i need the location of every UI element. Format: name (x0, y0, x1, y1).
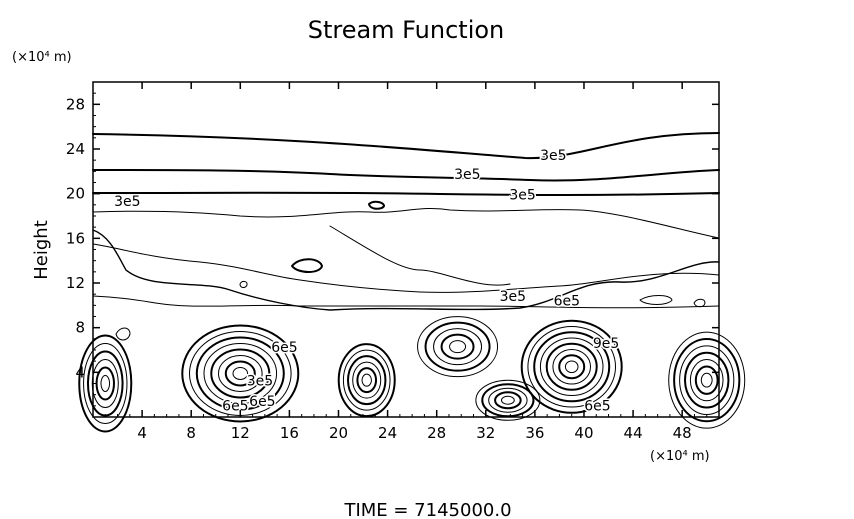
chart-title: Stream Function (308, 16, 505, 44)
x-tick-label: 32 (476, 424, 495, 442)
eddy-contour (337, 343, 396, 418)
eddy-contour (679, 345, 735, 415)
upper-contour (92, 243, 720, 293)
eddy-contour (545, 342, 598, 391)
contour-label: 3e5 (540, 148, 566, 164)
eddy-contour (481, 383, 535, 418)
eddy-contour (684, 351, 730, 409)
eddy-contour (203, 342, 278, 404)
x-tick-label: 28 (427, 424, 446, 442)
eddy-contour (475, 379, 541, 421)
plot-frame (92, 81, 720, 418)
eddy-contours (78, 316, 746, 433)
contour-lines (92, 132, 720, 341)
contour-label: 6e5 (222, 398, 248, 414)
eddy-contour (181, 324, 300, 423)
contour-label: 6e5 (249, 394, 275, 410)
y-axis-label: Height (31, 220, 52, 280)
y-tick-label: 12 (66, 274, 85, 292)
eddy-contour (449, 340, 467, 354)
contour-label: 3e5 (509, 187, 535, 203)
x-tick-label: 24 (378, 424, 397, 442)
eddy-contour (527, 325, 617, 408)
eddy-contour (83, 343, 128, 424)
eddy-contour (352, 361, 382, 399)
small-closed-contour (693, 298, 706, 308)
eddy-contour (210, 348, 271, 399)
small-closed-contour (639, 295, 673, 305)
eddy-contour (424, 321, 491, 372)
contour-label: 3e5 (454, 167, 480, 183)
eddy-contour (342, 349, 391, 411)
y-tick-label: 28 (66, 95, 85, 113)
y-unit-label: (×10⁴ m) (12, 50, 72, 65)
eddy-contour (195, 336, 285, 411)
eddy-contour (361, 373, 372, 387)
x-unit-label: (×10⁴ m) (650, 449, 710, 464)
eddy-contour (564, 360, 579, 374)
upper-contour (92, 229, 720, 311)
contour-label: 3e5 (500, 289, 526, 305)
eddy-contour (78, 334, 133, 433)
small-closed-contour (115, 327, 131, 341)
eddy-contour (668, 331, 746, 429)
eddy-contour (232, 366, 249, 380)
x-tick-label: 4 (137, 424, 147, 442)
x-tick-label: 36 (525, 424, 544, 442)
x-tick-label: 8 (186, 424, 196, 442)
eddy-contour (694, 365, 719, 395)
contour-label: 6e5 (584, 398, 610, 414)
x-axis: 4 8 12 16 20 24 28 32 36 40 44 48 (104, 82, 708, 442)
eddy-contour (95, 366, 115, 401)
eddy-contour (500, 395, 515, 405)
eddy-contour (520, 319, 623, 414)
upper-contour (92, 191, 720, 196)
eddy-contour (100, 375, 111, 392)
eddy-contour (552, 348, 592, 385)
upper-contour (329, 225, 511, 286)
small-closed-contour (368, 200, 385, 210)
upper-contour (92, 207, 720, 239)
y-tick-label: 8 (75, 319, 85, 337)
contour-label: 9e5 (593, 336, 619, 352)
y-axis: 4 8 12 16 20 24 28 (66, 92, 719, 407)
eddy-contour (689, 359, 724, 402)
y-tick-label: 4 (75, 363, 85, 381)
y-tick-label: 24 (66, 140, 85, 158)
eddy-contour (224, 360, 256, 387)
eddy-contour (700, 372, 713, 388)
eddy-contour (217, 354, 263, 392)
eddy-contour (347, 355, 387, 406)
x-tick-label: 12 (231, 424, 250, 442)
contour-label: 6e5 (554, 293, 580, 309)
upper-contour (92, 295, 720, 309)
contour-label: 3e5 (114, 194, 140, 210)
x-tick-label: 20 (329, 424, 348, 442)
eddy-contour (539, 337, 604, 397)
contour-label: 6e5 (271, 340, 297, 356)
y-tick-label: 16 (66, 229, 85, 247)
upper-contour (92, 169, 720, 182)
small-closed-contour (239, 281, 248, 288)
eddy-contour (356, 367, 378, 394)
eddy-contour (533, 331, 611, 403)
eddy-contour (440, 333, 475, 360)
small-closed-contour (291, 258, 323, 273)
eddy-contour (494, 391, 522, 410)
x-tick-label: 16 (280, 424, 299, 442)
eddy-contour (673, 338, 741, 423)
eddy-contour (488, 387, 528, 413)
eddy-contour (433, 328, 483, 366)
y-tick-label: 20 (66, 185, 85, 203)
x-tick-label: 40 (574, 424, 593, 442)
eddy-contour (558, 354, 586, 380)
upper-contour (92, 132, 720, 160)
x-tick-label: 44 (624, 424, 643, 442)
x-tick-label: 48 (673, 424, 692, 442)
contour-label: 3e5 (247, 374, 273, 390)
time-footer: TIME = 7145000.0 (343, 500, 511, 519)
eddy-contour (417, 316, 499, 378)
